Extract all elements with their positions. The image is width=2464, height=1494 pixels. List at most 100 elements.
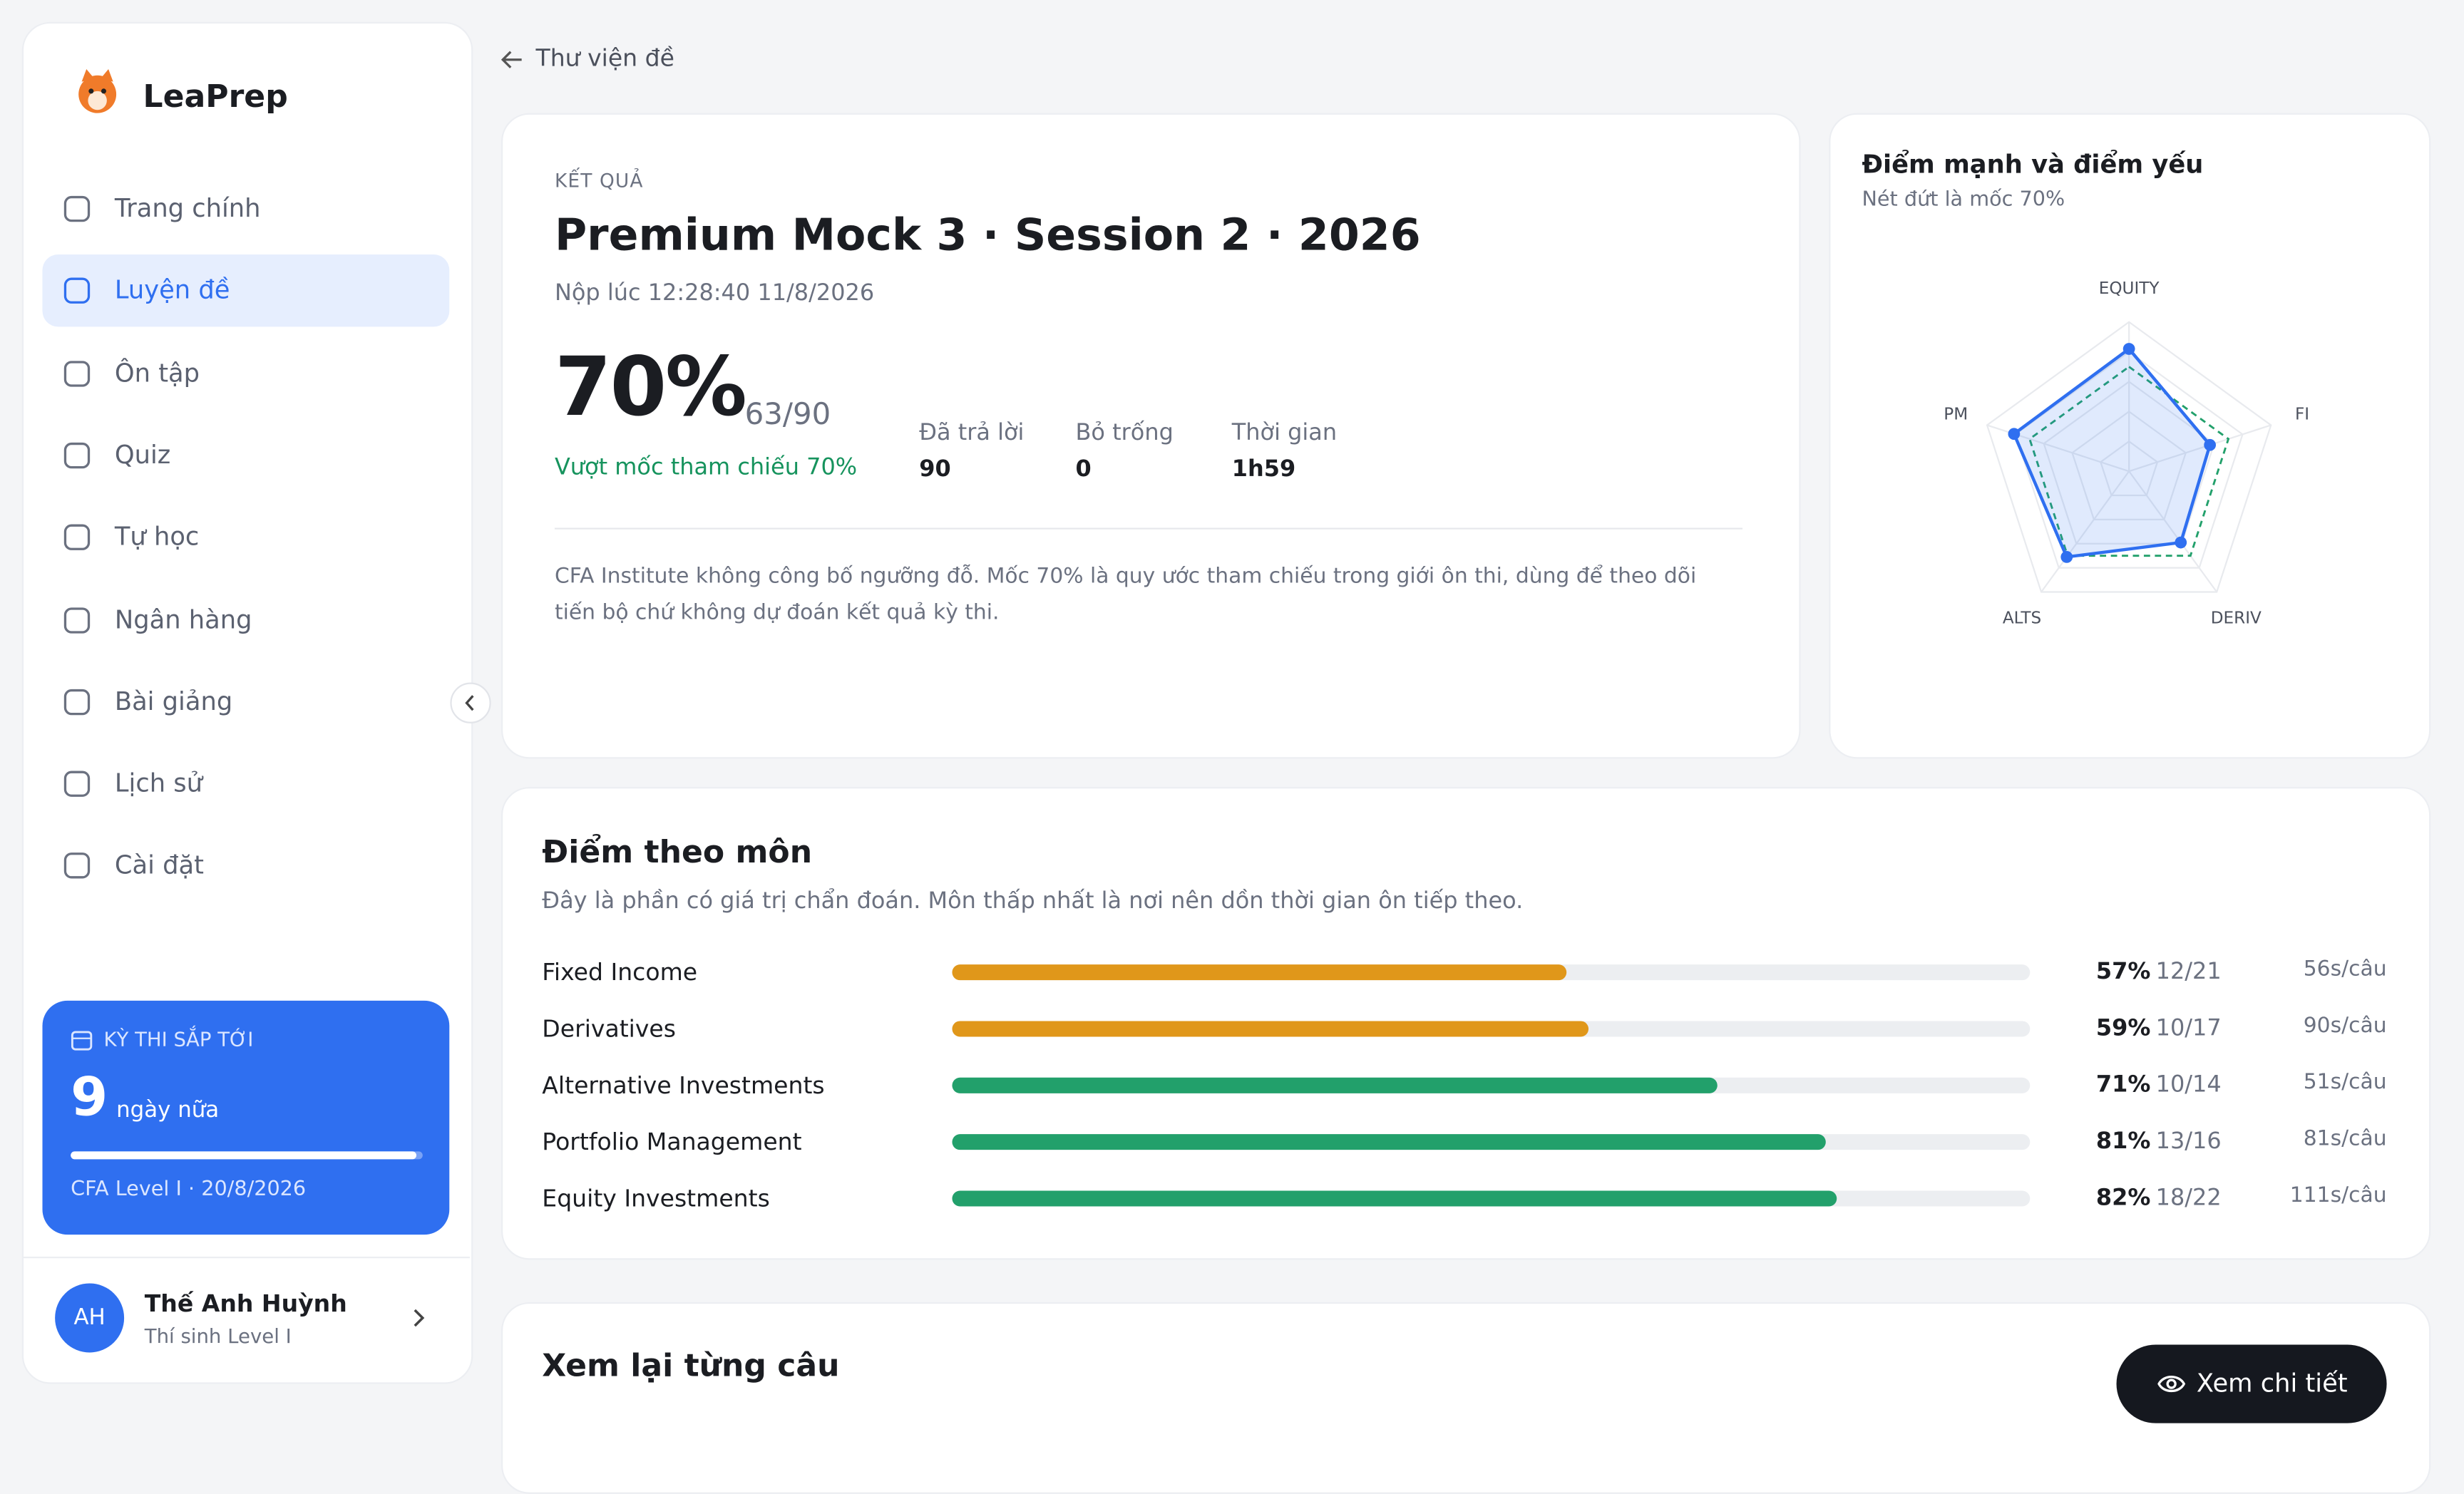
nav-label[interactable]: Ôn tập: [114, 357, 200, 388]
collapse-button[interactable]: [449, 681, 492, 724]
radar-axis-label: FI: [2295, 406, 2309, 424]
note: CFA Institute không công bố ngưỡng đỗ. M…: [554, 564, 1697, 626]
radar-axis-label: EQUITY: [2099, 279, 2160, 298]
nav-label[interactable]: Bài giảng: [114, 686, 233, 716]
divider: [21, 1257, 470, 1259]
bar: [952, 1077, 1718, 1093]
review-title: Xem lại từng câu: [542, 1346, 840, 1384]
bar: [952, 1021, 1588, 1037]
nav-icon: [63, 360, 91, 386]
radar-point: [2060, 551, 2073, 563]
nav-label[interactable]: Ngân hàng: [114, 604, 252, 634]
pace: 111s/câu: [2289, 1183, 2387, 1208]
user-chevron[interactable]: [409, 1307, 431, 1329]
nav-item[interactable]: Bài giảng: [43, 666, 450, 738]
nav-label[interactable]: Lịch sử: [114, 768, 202, 798]
nav-label[interactable]: Trang chính: [114, 193, 261, 223]
percent: 71%: [2095, 1073, 2151, 1098]
avatar: AH: [55, 1283, 125, 1353]
stat-value: 90: [919, 457, 951, 483]
nav-item[interactable]: Ngân hàng: [43, 584, 450, 656]
nav-icon: [63, 771, 91, 798]
progress-track: [71, 1151, 423, 1160]
percent: 57%: [2095, 959, 2151, 985]
stat-label: Thời gian: [1231, 421, 1338, 446]
app: LeaPrep KỲ THI SẮP TỚI 9 ngày nữa CFA Le…: [21, 21, 2431, 1494]
back-icon[interactable]: [500, 47, 525, 72]
radar-axis-label: PM: [1944, 406, 1968, 424]
page: LeaPrep KỲ THI SẮP TỚI 9 ngày nữa CFA Le…: [21, 21, 2431, 1494]
pace: 51s/câu: [2303, 1069, 2387, 1096]
count: 12/21: [2155, 959, 2222, 985]
nav-icon: [63, 852, 91, 880]
count: 13/16: [2155, 1129, 2222, 1155]
radar-area: [2012, 346, 2212, 559]
nav-label[interactable]: Cài đặt: [114, 850, 204, 880]
radar-spoke: [2128, 424, 2272, 473]
stat-value: 0: [1075, 457, 1092, 483]
calendar-icon: [71, 1031, 93, 1051]
nav-item[interactable]: Quiz: [43, 419, 450, 491]
upcoming-card: KỲ THI SẮP TỚI 9 ngày nữa CFA Level I · …: [42, 1000, 450, 1235]
subject-name: Equity Investments: [542, 1184, 770, 1213]
user-name: Thế Anh Huỳnh: [144, 1289, 347, 1318]
nav-icon: [63, 195, 91, 222]
eyebrow: KẾT QUẢ: [554, 170, 644, 192]
subject-name: Portfolio Management: [542, 1128, 802, 1156]
nav-icon: [63, 607, 91, 633]
user-role: Thí sinh Level I: [144, 1324, 292, 1348]
nav-icon: [63, 524, 91, 551]
subject-name: Fixed Income: [542, 958, 698, 986]
reference-line: [2028, 365, 2230, 557]
nav-item[interactable]: Ôn tập: [43, 337, 450, 409]
radar-subtitle: Nét đứt là mốc 70%: [1862, 188, 2065, 212]
brand: LeaPrep: [143, 76, 288, 115]
radar-ring: [2100, 440, 2159, 497]
pace: 90s/câu: [2303, 1013, 2387, 1039]
back-link[interactable]: Thư viện đề: [535, 43, 674, 73]
nav-item[interactable]: Trang chính: [43, 172, 450, 244]
exam-date: CFA Level I · 20/8/2026: [71, 1178, 307, 1202]
radar-axis-label: ALTS: [2003, 609, 2041, 627]
percent: 81%: [2095, 1129, 2151, 1155]
status: Vượt mốc tham chiếu 70%: [554, 455, 858, 481]
nav-icon: [63, 442, 91, 469]
stat-value: 1h59: [1231, 457, 1296, 483]
radar-point: [2204, 438, 2217, 451]
stat-label: Đã trả lời: [919, 421, 1025, 446]
logo-icon: [78, 68, 117, 113]
nav-item[interactable]: Lịch sử: [43, 748, 450, 820]
pace: 81s/câu: [2303, 1126, 2387, 1152]
percent: 82%: [2095, 1185, 2151, 1212]
days: 9: [71, 1066, 108, 1130]
nav-item[interactable]: Luyện đề: [42, 254, 450, 328]
fraction: 63/90: [744, 397, 831, 433]
submitted: Nộp lúc 12:28:40 11/8/2026: [554, 281, 875, 306]
nav-label[interactable]: Tự học: [114, 522, 200, 552]
bar: [952, 964, 1567, 981]
radar-ring: [2071, 411, 2187, 520]
subject-name: Derivatives: [542, 1014, 676, 1044]
nav-label[interactable]: Quiz: [114, 439, 171, 470]
subjects-subtitle: Đây là phần có giá trị chẩn đoán. Môn th…: [542, 889, 1524, 915]
radar-title: Điểm mạnh và điểm yếu: [1862, 149, 2204, 180]
radar-spoke: [2128, 470, 2218, 593]
days-suffix: ngày nữa: [116, 1098, 220, 1123]
nav-icon: [63, 689, 91, 715]
subjects-title: Điểm theo môn: [542, 833, 813, 870]
nav-item[interactable]: Cài đặt: [43, 830, 450, 902]
count: 10/14: [2155, 1073, 2222, 1098]
radar-card: [1829, 113, 2431, 759]
radar-axis-label: DERIV: [2211, 609, 2262, 627]
result-title: Premium Mock 3 · Session 2 · 2026: [554, 209, 1421, 261]
detail-button[interactable]: Xem chi tiết: [2116, 1344, 2387, 1423]
detail-button-label[interactable]: Xem chi tiết: [2196, 1368, 2348, 1398]
nav-label[interactable]: Luyện đề: [114, 275, 230, 306]
nav-icon: [63, 278, 91, 304]
result-card: [501, 113, 1801, 759]
count: 18/22: [2155, 1185, 2222, 1212]
nav-item[interactable]: Tự học: [43, 501, 450, 573]
radar-point: [2122, 343, 2135, 355]
radar-chart: EQUITY FI DERIV ALTS PM: [1944, 279, 2309, 627]
score: 70%: [554, 341, 747, 436]
